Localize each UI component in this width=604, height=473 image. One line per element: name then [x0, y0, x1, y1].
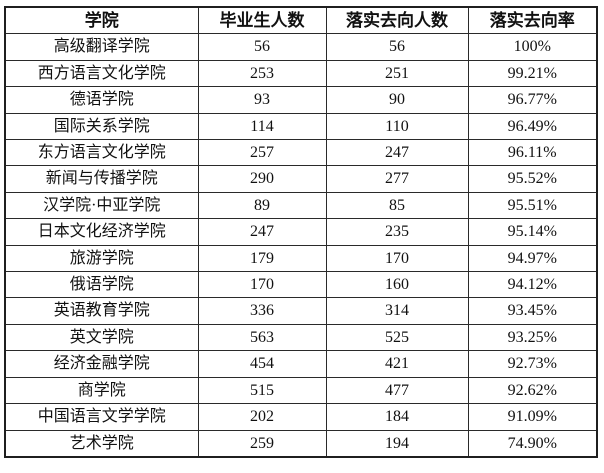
value-cell: 90 — [325, 86, 469, 114]
value-cell: 100% — [467, 33, 598, 61]
value-cell: 93.45% — [467, 297, 598, 325]
column-header: 毕业生人数 — [197, 6, 327, 35]
college-name-cell: 新闻与传播学院 — [4, 165, 199, 193]
value-cell: 290 — [197, 165, 327, 193]
table-row: 西方语言文化学院 253 251 99.21% — [4, 59, 598, 88]
college-name-cell: 俄语学院 — [4, 271, 199, 299]
value-cell: 247 — [325, 139, 469, 167]
value-cell: 85 — [325, 191, 469, 220]
college-name-cell: 高级翻译学院 — [4, 33, 199, 61]
value-cell: 92.62% — [467, 376, 598, 405]
college-name-cell: 旅游学院 — [4, 244, 199, 273]
college-name-cell: 西方语言文化学院 — [4, 59, 199, 88]
value-cell: 56 — [325, 33, 469, 61]
value-cell: 247 — [197, 218, 327, 246]
column-header: 落实去向人数 — [325, 6, 469, 35]
table-row: 艺术学院 259 194 74.90% — [4, 429, 598, 458]
table-header-row: 学院 毕业生人数 落实去向人数 落实去向率 — [4, 6, 598, 35]
value-cell: 93 — [197, 86, 327, 114]
value-cell: 179 — [197, 244, 327, 273]
college-name-cell: 中国语言文学学院 — [4, 403, 199, 431]
value-cell: 110 — [325, 112, 469, 141]
table-row: 东方语言文化学院 257 247 96.11% — [4, 139, 598, 167]
value-cell: 202 — [197, 403, 327, 431]
college-employment-rate-table: 学院 毕业生人数 落实去向人数 落实去向率 高级翻译学院 56 56 100% 西方语言文化学… — [4, 6, 598, 458]
college-name-cell: 德语学院 — [4, 86, 199, 114]
value-cell: 160 — [325, 271, 469, 299]
value-cell: 421 — [325, 350, 469, 378]
table-row: 经济金融学院 454 421 92.73% — [4, 350, 598, 378]
table-row: 中国语言文学学院 202 184 91.09% — [4, 403, 598, 431]
value-cell: 277 — [325, 165, 469, 193]
table-row: 德语学院 93 90 96.77% — [4, 86, 598, 114]
value-cell: 74.90% — [467, 429, 598, 458]
value-cell: 93.25% — [467, 323, 598, 352]
value-cell: 94.12% — [467, 271, 598, 299]
value-cell: 253 — [197, 59, 327, 88]
value-cell: 89 — [197, 191, 327, 220]
table-row: 汉学院·中亚学院 89 85 95.51% — [4, 191, 598, 220]
table-row: 英语教育学院 336 314 93.45% — [4, 297, 598, 325]
value-cell: 95.14% — [467, 218, 598, 246]
value-cell: 259 — [197, 429, 327, 458]
value-cell: 96.49% — [467, 112, 598, 141]
value-cell: 184 — [325, 403, 469, 431]
table-row: 旅游学院 179 170 94.97% — [4, 244, 598, 273]
value-cell: 257 — [197, 139, 327, 167]
table-body: 高级翻译学院 56 56 100% 西方语言文化学院 253 251 99.21% 德语学院 93… — [4, 33, 598, 458]
column-header: 落实去向率 — [467, 6, 598, 35]
value-cell: 454 — [197, 350, 327, 378]
table-row: 新闻与传播学院 290 277 95.52% — [4, 165, 598, 193]
table-row: 国际关系学院 114 110 96.49% — [4, 112, 598, 141]
value-cell: 99.21% — [467, 59, 598, 88]
value-cell: 96.11% — [467, 139, 598, 167]
value-cell: 251 — [325, 59, 469, 88]
table-row: 俄语学院 170 160 94.12% — [4, 271, 598, 299]
value-cell: 235 — [325, 218, 469, 246]
column-header: 学院 — [4, 6, 199, 35]
value-cell: 336 — [197, 297, 327, 325]
value-cell: 477 — [325, 376, 469, 405]
table-row: 日本文化经济学院 247 235 95.14% — [4, 218, 598, 246]
value-cell: 114 — [197, 112, 327, 141]
college-name-cell: 日本文化经济学院 — [4, 218, 199, 246]
value-cell: 95.51% — [467, 191, 598, 220]
value-cell: 92.73% — [467, 350, 598, 378]
college-name-cell: 汉学院·中亚学院 — [4, 191, 199, 220]
college-name-cell: 东方语言文化学院 — [4, 139, 199, 167]
college-name-cell: 经济金融学院 — [4, 350, 199, 378]
college-name-cell: 英语教育学院 — [4, 297, 199, 325]
table-row: 高级翻译学院 56 56 100% — [4, 33, 598, 61]
college-name-cell: 商学院 — [4, 376, 199, 405]
value-cell: 96.77% — [467, 86, 598, 114]
table-row: 英文学院 563 525 93.25% — [4, 323, 598, 352]
value-cell: 525 — [325, 323, 469, 352]
value-cell: 94.97% — [467, 244, 598, 273]
college-name-cell: 艺术学院 — [4, 429, 199, 458]
value-cell: 314 — [325, 297, 469, 325]
table-row: 商学院 515 477 92.62% — [4, 376, 598, 405]
value-cell: 170 — [197, 271, 327, 299]
value-cell: 515 — [197, 376, 327, 405]
value-cell: 91.09% — [467, 403, 598, 431]
college-name-cell: 国际关系学院 — [4, 112, 199, 141]
value-cell: 170 — [325, 244, 469, 273]
value-cell: 56 — [197, 33, 327, 61]
value-cell: 563 — [197, 323, 327, 352]
value-cell: 95.52% — [467, 165, 598, 193]
value-cell: 194 — [325, 429, 469, 458]
college-name-cell: 英文学院 — [4, 323, 199, 352]
